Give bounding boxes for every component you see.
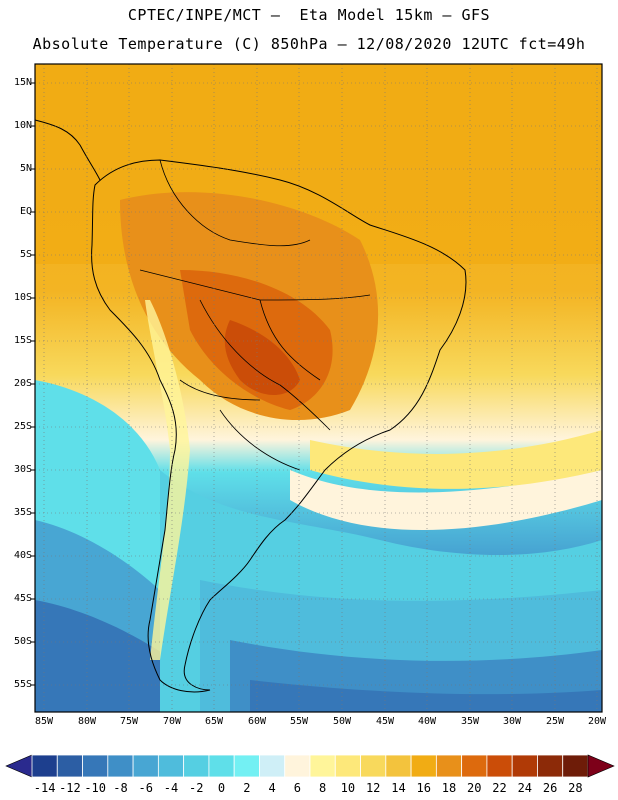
colorbar-swatch <box>208 754 235 778</box>
colorbar-label: 16 <box>416 781 431 795</box>
colorbar-swatch <box>360 754 387 778</box>
colorbar-swatch <box>31 754 58 778</box>
lat-label: 55S <box>13 679 32 690</box>
colorbar-swatch <box>385 754 412 778</box>
colorbar-label: -12 <box>59 781 81 795</box>
lon-label: 50W <box>332 716 352 727</box>
colorbar-swatch <box>132 754 159 778</box>
lon-label: 25W <box>545 716 565 727</box>
lon-label: 20W <box>587 716 607 727</box>
colorbar-swatch <box>562 754 589 778</box>
lat-label: 10S <box>13 292 32 303</box>
lat-label: 15N <box>13 77 32 88</box>
lon-label: 60W <box>247 716 267 727</box>
lat-label: 50S <box>13 636 32 647</box>
coastline <box>91 159 467 693</box>
central-america-outline <box>34 119 101 181</box>
lon-label: 30W <box>502 716 522 727</box>
colorbar-swatch <box>486 754 513 778</box>
colorbar-swatch <box>410 754 437 778</box>
plot-border <box>34 63 603 713</box>
colorbar-label: -6 <box>138 781 153 795</box>
lon-label: 35W <box>460 716 480 727</box>
colorbar-label: 14 <box>391 781 406 795</box>
chart-title-line2: Absolute Temperature (C) 850hPa – 12/08/… <box>32 35 586 53</box>
colorbar-under-triangle <box>5 754 33 778</box>
lon-label: 85W <box>34 716 54 727</box>
lat-label: 40S <box>13 550 32 561</box>
colorbar-swatch <box>334 754 361 778</box>
lon-label: 80W <box>77 716 97 727</box>
colorbar <box>5 754 615 778</box>
lat-label: 25S <box>13 421 32 432</box>
lon-label: 75W <box>119 716 139 727</box>
colorbar-label: 10 <box>340 781 356 795</box>
colorbar-label: 8 <box>319 781 327 795</box>
lat-label: 45S <box>13 593 32 604</box>
colorbar-label: 18 <box>441 781 457 795</box>
chart-title-line1: CPTEC/INPE/MCT – Eta Model 15km – GFS <box>127 6 491 24</box>
temperature-field <box>35 64 602 712</box>
colorbar-label: 26 <box>542 781 558 795</box>
colorbar-swatch <box>511 754 538 778</box>
colorbar-label: -14 <box>33 781 56 795</box>
colorbar-label: 4 <box>268 781 276 795</box>
lon-label: 45W <box>375 716 395 727</box>
lon-label: 55W <box>289 716 309 727</box>
lat-label: 15S <box>13 335 32 346</box>
colorbar-label: 6 <box>293 781 301 795</box>
colorbar-swatch <box>537 754 564 778</box>
lat-lon-grid <box>35 64 602 712</box>
colorbar-swatch <box>233 754 260 778</box>
colorbar-swatch <box>107 754 134 778</box>
colorbar-label: 20 <box>467 781 482 795</box>
colorbar-label: -10 <box>84 781 107 795</box>
lat-label: 20S <box>13 378 32 389</box>
colorbar-label: 24 <box>517 781 533 795</box>
colorbar-swatch <box>183 754 210 778</box>
lat-label: 5S <box>19 249 32 260</box>
colorbar-label: 22 <box>492 781 507 795</box>
colorbar-label: 12 <box>365 781 381 795</box>
lon-label: 70W <box>162 716 182 727</box>
colorbar-label: 2 <box>243 781 251 795</box>
colorbar-swatch <box>435 754 463 778</box>
colorbar-swatch <box>461 754 488 778</box>
colorbar-swatch <box>284 754 311 778</box>
lon-label: 65W <box>204 716 224 727</box>
lat-label: 35S <box>13 507 32 518</box>
colorbar-swatch <box>157 754 185 778</box>
colorbar-label: -2 <box>189 781 204 795</box>
colorbar-swatch <box>82 754 109 778</box>
colorbar-swatch <box>259 754 286 778</box>
colorbar-label: -8 <box>113 781 128 795</box>
lon-label: 40W <box>417 716 437 727</box>
lat-label: 30S <box>13 464 32 475</box>
lat-label: 5N <box>19 163 32 174</box>
colorbar-swatch <box>309 754 336 778</box>
colorbar-label: 0 <box>217 781 226 795</box>
colorbar-over-triangle <box>587 754 615 778</box>
lat-label: EQ <box>19 206 32 217</box>
country-borders <box>139 159 371 471</box>
colorbar-label: 28 <box>568 781 583 795</box>
colorbar-label: -4 <box>163 781 179 795</box>
colorbar-swatch <box>56 754 83 778</box>
lat-label: 10N <box>13 120 32 131</box>
